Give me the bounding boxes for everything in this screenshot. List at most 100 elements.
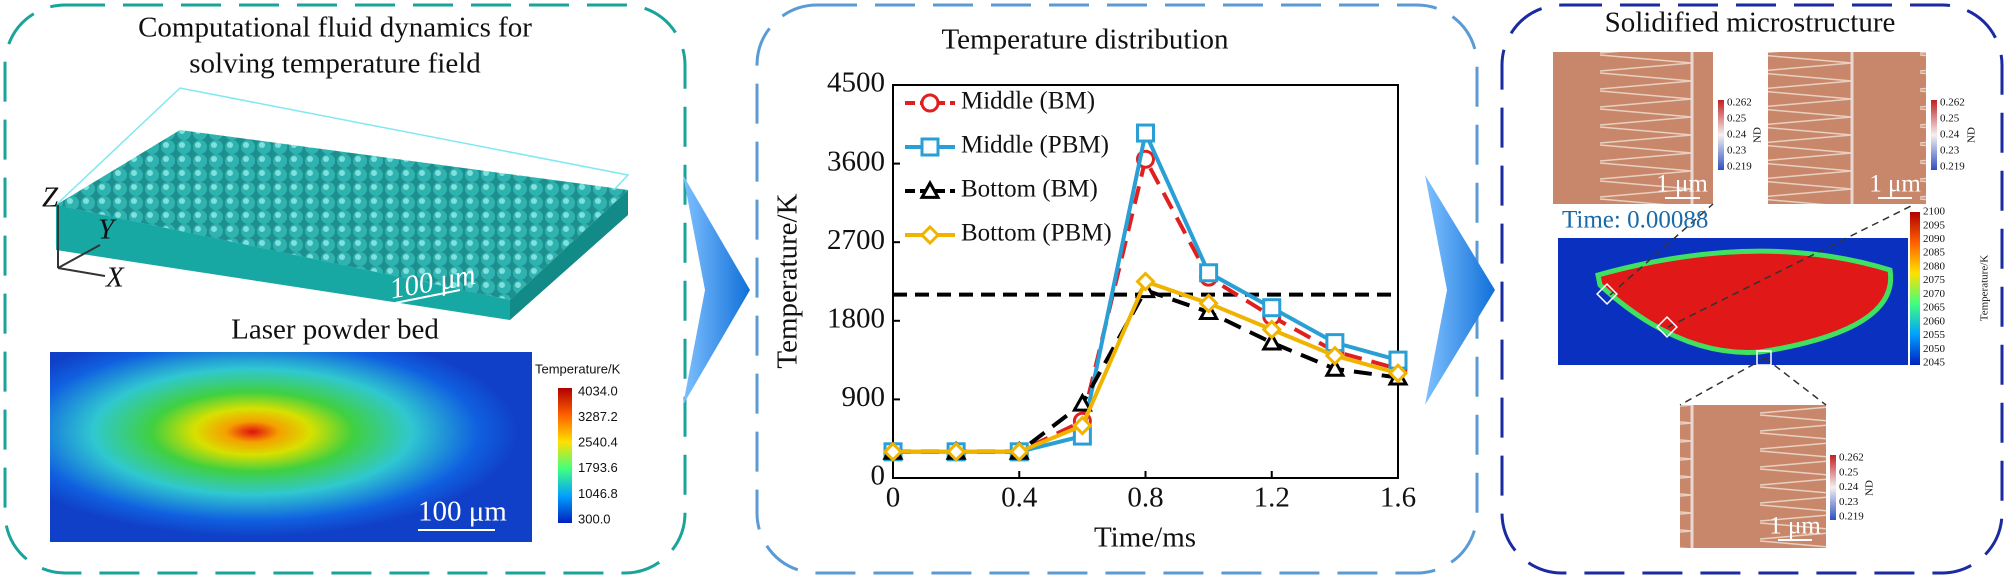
colorbar-label: 2065 (1923, 302, 1946, 314)
colorbar-label: 1046.8 (578, 486, 618, 501)
colorbar-label: 2075 (1923, 274, 1946, 286)
nd-label: 0.24 (1940, 129, 1960, 141)
title-line: solving temperature field (189, 48, 481, 80)
nd-title: ND (1966, 127, 1978, 143)
marker (882, 441, 904, 462)
colorbar-title: Temperature/K (535, 361, 621, 376)
marker (1199, 263, 1219, 283)
nd-label: 0.23 (1727, 145, 1747, 157)
marker (1072, 415, 1093, 436)
scale-bars (1665, 197, 1912, 541)
colorbar (1830, 455, 1836, 520)
colorbar-label: 2100 (1923, 206, 1946, 218)
time-label: Time: 0.00088 (1562, 207, 1708, 234)
nd-label: 0.25 (1839, 466, 1859, 478)
melt-pool (1558, 238, 1908, 365)
colorbar-label: 2085 (1923, 247, 1946, 259)
colorbar-label: 2070 (1923, 288, 1946, 300)
zoom-lines (1596, 203, 1916, 406)
panel-border (3, 3, 687, 575)
legend-label: Middle (BM) (961, 88, 1095, 115)
axis-letter: Y (98, 214, 117, 246)
nd-label: 0.219 (1839, 511, 1864, 523)
series-line (893, 287, 1399, 454)
y-tick-label: 900 (842, 381, 886, 413)
legend-label: Bottom (BM) (961, 176, 1098, 203)
x-tick-label: 1.2 (1254, 482, 1290, 514)
marker (1135, 271, 1156, 292)
colorbar-label: 4034.0 (578, 383, 618, 398)
y-axis-label: Temperature/K (772, 193, 804, 368)
microstructure (1680, 405, 1826, 548)
marker (920, 93, 940, 113)
nd-label: 0.23 (1940, 145, 1960, 157)
panel-border (1500, 3, 2004, 575)
x-tick-label: 1.6 (1380, 482, 1416, 514)
colorbar (1718, 100, 1724, 170)
heatmap (50, 352, 532, 542)
arrow (683, 175, 750, 405)
colorbar-label: 2080 (1923, 260, 1946, 272)
colorbar-label: 2055 (1923, 329, 1946, 341)
legend-label: Middle (PBM) (961, 132, 1109, 159)
nd-label: 0.23 (1839, 496, 1859, 508)
title-line: Computational fluid dynamics for (138, 12, 532, 44)
marker (1136, 123, 1155, 143)
colorbar-label: 2095 (1923, 219, 1946, 231)
microstructure (1553, 52, 1713, 204)
nd-label: 0.219 (1940, 161, 1965, 173)
colorbar-label: 3287.2 (578, 409, 618, 424)
microstructure (1768, 52, 1926, 204)
x-tick-label: 0.4 (1001, 482, 1038, 514)
colorbar (558, 388, 572, 523)
marker (919, 179, 941, 199)
marker (1387, 363, 1409, 384)
panel-title: Solidified microstructure (1605, 7, 1896, 39)
marker (1262, 298, 1282, 318)
nd-label: 0.24 (1727, 129, 1747, 141)
arrow (1425, 175, 1495, 405)
marker (919, 224, 941, 246)
colorbar-label: 2050 (1923, 343, 1946, 355)
marker (1009, 441, 1030, 462)
panel-border (755, 3, 1479, 575)
scale-label: 1 μm (1769, 513, 1821, 540)
x-axis-label: Time/ms (1094, 522, 1196, 554)
x-tick-label: 0 (886, 482, 901, 514)
scale-label: 1 μm (1869, 171, 1921, 198)
nd-label: 0.219 (1727, 161, 1752, 173)
nd-label: 0.25 (1940, 113, 1960, 125)
scale-label: 1 μm (1656, 171, 1708, 198)
nd-title: ND (1752, 127, 1764, 143)
colorbar-title: Temperature/K (1979, 255, 1991, 321)
series-line (893, 279, 1399, 454)
marker (946, 441, 967, 462)
powder-bed-3d (54, 87, 630, 320)
marker (1261, 319, 1282, 340)
nd-label: 0.262 (1940, 97, 1965, 109)
marker (920, 137, 940, 157)
colorbar-label: 1793.6 (578, 460, 618, 475)
nd-label: 0.25 (1727, 113, 1747, 125)
y-tick-label: 3600 (827, 145, 885, 177)
colorbar (1910, 212, 1920, 365)
series-line (893, 153, 1399, 454)
legend-label: Bottom (PBM) (961, 220, 1112, 247)
colorbar-label: 300.0 (578, 511, 611, 526)
x-tick-label: 0.8 (1127, 482, 1163, 514)
marker (1324, 345, 1345, 366)
scale-label: 100 μm (418, 496, 507, 528)
chart-title: Temperature distribution (941, 24, 1229, 56)
marker (1071, 392, 1093, 412)
nd-title: ND (1864, 480, 1876, 496)
colorbar-label: 2540.4 (578, 435, 618, 450)
axis-letter: X (105, 262, 125, 294)
nd-label: 0.262 (1839, 452, 1864, 464)
marker (1324, 357, 1346, 377)
colorbar (1931, 100, 1937, 170)
marker (1198, 293, 1219, 314)
nd-label: 0.262 (1727, 97, 1752, 109)
colorbar-label: 2090 (1923, 233, 1946, 245)
axis-letter: Z (42, 182, 59, 214)
